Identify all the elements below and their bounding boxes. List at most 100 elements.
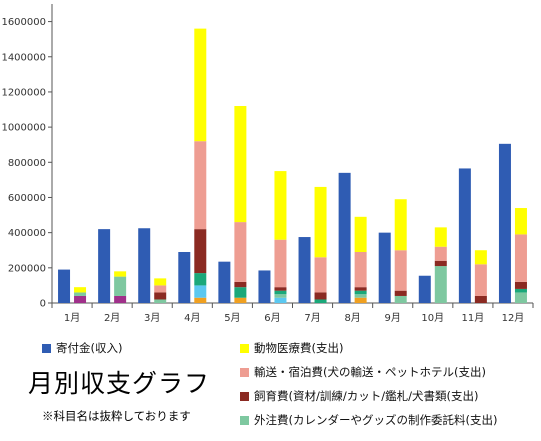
y-tick-label: 1000000 (1, 123, 46, 134)
y-tick-label: 1400000 (1, 52, 46, 63)
x-tick-label: 3月 (144, 312, 160, 324)
income-bar (58, 269, 71, 303)
x-tick-label: 8月 (344, 312, 360, 324)
expense-segment (474, 264, 487, 296)
expense-segment (194, 285, 207, 298)
expense-segment (114, 271, 127, 277)
expense-segment (194, 297, 207, 303)
expense-segment (514, 292, 527, 303)
x-tick-label: 5月 (224, 312, 240, 324)
y-tick-label: 800000 (8, 158, 46, 169)
x-tick-label: 4月 (184, 312, 200, 324)
expense-segment (274, 294, 287, 298)
legend-swatch (240, 415, 249, 425)
expense-segment (434, 266, 447, 303)
bars (58, 28, 527, 303)
expense-segment (274, 171, 287, 240)
expense-segment (154, 285, 167, 293)
x-tick-label: 11月 (462, 312, 485, 324)
expense-segment (74, 287, 87, 293)
expense-segment (314, 292, 327, 300)
expense-segment (194, 229, 207, 274)
chart-note: ※科目名は抜粋しております (42, 409, 191, 423)
expense-segment (354, 290, 367, 295)
expense-segment (274, 297, 287, 303)
x-tick-label: 9月 (385, 312, 401, 324)
expense-segment (274, 239, 287, 288)
expense-segment (74, 292, 87, 296)
x-tick-label: 7月 (304, 312, 320, 324)
expense-segment (234, 281, 247, 288)
income-bar (258, 270, 271, 303)
income-bar (338, 172, 351, 303)
expense-segment (394, 250, 407, 291)
income-bar (458, 168, 471, 303)
expense-segment (234, 287, 247, 298)
x-tick-label: 2月 (104, 312, 120, 324)
legend-item-medical: 動物医療費(支出) (240, 340, 343, 356)
y-tick-label: 0 (40, 299, 46, 310)
legend-label: 輸送・宿泊費(犬の輸送・ペットホテル(支出) (254, 365, 486, 379)
legend-item-outsourcing: 外注費(カレンダーやグッズの制作委託料(支出) (240, 412, 497, 428)
expense-segment (434, 260, 447, 267)
expense-segment (474, 295, 487, 303)
expense-segment (194, 28, 207, 142)
legend-swatch (240, 391, 249, 401)
expense-segment (394, 295, 407, 303)
expense-segment (234, 106, 247, 223)
legend-item-breeding: 飼育費(資材/訓練/カット/鑑札/犬書類(支出) (240, 388, 478, 404)
expense-segment (314, 299, 327, 303)
legend-label: 飼育費(資材/訓練/カット/鑑札/犬書類(支出) (254, 389, 479, 403)
expense-segment (354, 294, 367, 298)
y-tick-label: 600000 (8, 193, 46, 204)
legend-label: 動物医療費(支出) (254, 341, 344, 355)
y-tick-label: 200000 (8, 263, 46, 274)
income-bar (298, 237, 311, 303)
expense-segment (274, 287, 287, 291)
expense-segment (394, 199, 407, 251)
x-tick-label: 1月 (64, 312, 80, 324)
expense-segment (514, 208, 527, 235)
income-bar (178, 251, 191, 303)
y-tick-label: 1200000 (1, 87, 46, 98)
y-tick-label: 1600000 (1, 17, 46, 28)
expense-segment (354, 251, 367, 288)
expense-segment (354, 216, 367, 252)
income-bar (378, 232, 391, 303)
expense-segment (234, 297, 247, 303)
expense-segment (74, 295, 87, 303)
x-axis: 1月 2月 3月 4月 5月 6月 7月 8月 9月 10月 11月 12月 (51, 302, 534, 324)
x-tick-label: 10月 (421, 312, 444, 324)
legend-label: 外注費(カレンダーやグッズの制作委託料(支出) (254, 413, 498, 427)
monthly-income-expense-chart: 0 200000 400000 600000 800000 1000000 1200000 1… (1, 4, 534, 324)
legend-swatch (42, 343, 51, 353)
y-tick-label: 400000 (8, 228, 46, 239)
expense-segment (354, 287, 367, 291)
legend-swatch (240, 367, 249, 377)
expense-segment (514, 288, 527, 293)
expense-segment (434, 227, 447, 247)
chart-title: 月別収支グラフ (28, 369, 211, 398)
expense-segment (194, 141, 207, 230)
expense-segment (514, 234, 527, 282)
income-bar (138, 228, 151, 303)
expense-segment (154, 278, 167, 286)
legend-label: 寄付金(収入) (56, 341, 123, 355)
income-bar (498, 143, 511, 303)
x-tick-label: 12月 (502, 312, 525, 324)
expense-segment (514, 281, 527, 289)
y-axis: 0 200000 400000 600000 800000 1000000 1200000 1… (1, 4, 53, 310)
expense-segment (194, 273, 207, 286)
legend-swatch (240, 343, 249, 353)
expense-segment (114, 276, 127, 296)
expense-segment (434, 246, 447, 261)
income-bar (98, 229, 111, 303)
expense-segment (234, 222, 247, 282)
legend-item-income: 寄付金(収入) (42, 340, 122, 356)
legend-item-transport: 輸送・宿泊費(犬の輸送・ペットホテル(支出) (240, 364, 486, 380)
expense-segment (314, 186, 327, 258)
expense-segment (354, 297, 367, 303)
expense-segment (154, 299, 167, 303)
expense-segment (154, 292, 167, 300)
income-bar (218, 261, 231, 303)
